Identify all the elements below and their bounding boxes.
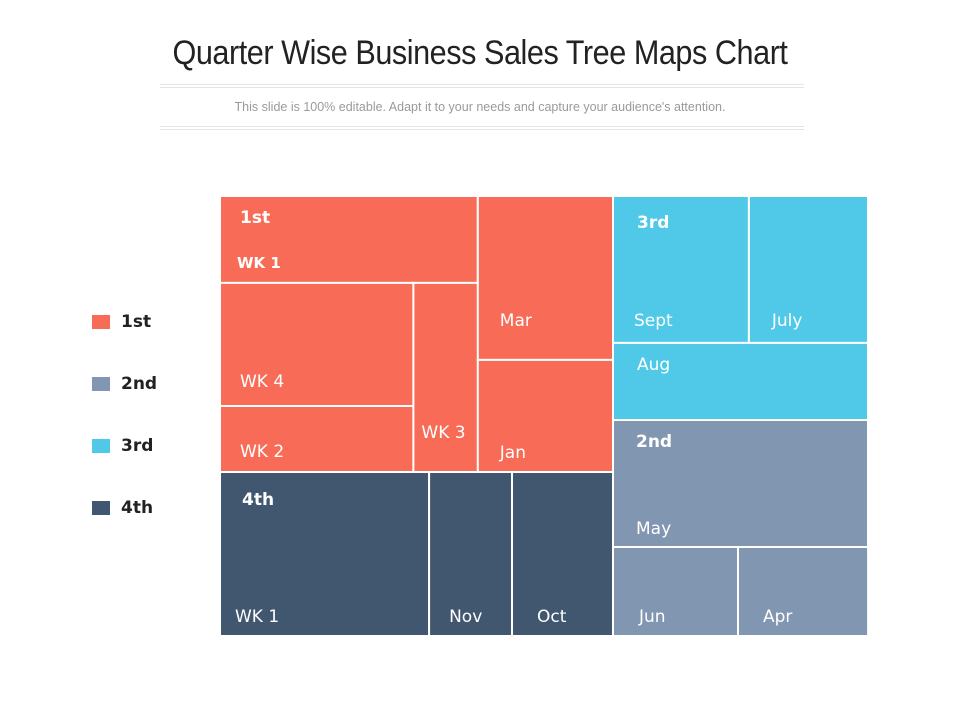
legend-swatch	[92, 377, 110, 391]
treemap-tile	[219, 281, 415, 407]
treemap-tile-label: Apr	[763, 607, 792, 627]
treemap-tile	[476, 195, 614, 361]
treemap-group-label: 2nd	[636, 432, 672, 452]
treemap-tile	[428, 471, 514, 637]
legend-label: 2nd	[121, 374, 158, 394]
subtitle-divider-inner	[160, 129, 804, 130]
legend-label: 1st	[121, 312, 152, 332]
treemap-tile-label: WK 3	[421, 423, 465, 443]
treemap-tile-label: Sept	[634, 311, 673, 331]
legend-label: 3rd	[121, 436, 154, 456]
treemap-tile-label: WK 1	[237, 254, 281, 272]
treemap-group-3rd: Sept 3rd July Aug	[612, 195, 870, 421]
treemap-tile	[219, 471, 431, 637]
title-divider-top-inner	[160, 87, 804, 88]
legend-swatch	[92, 439, 110, 453]
treemap-group-label: 1st	[240, 208, 270, 228]
treemap-tile-label: WK 1	[235, 607, 279, 627]
treemap-tile	[612, 195, 750, 344]
treemap-tile	[476, 358, 614, 473]
legend-swatch	[92, 315, 110, 329]
treemap-tile-label: Oct	[537, 607, 567, 627]
page-subtitle: This slide is 100% editable. Adapt it to…	[234, 100, 726, 114]
treemap-tile-label: Nov	[449, 607, 482, 627]
treemap-tile	[612, 546, 739, 637]
treemap-tile-label: Jun	[638, 607, 666, 627]
treemap-tile-label: WK 4	[240, 372, 284, 392]
treemap-tile-label: July	[771, 311, 803, 331]
page-title: Quarter Wise Business Sales Tree Maps Ch…	[172, 34, 788, 72]
treemap-tile-label: Jan	[499, 443, 526, 463]
treemap-group-1st: WK 1 1st WK 4 WK 2 WK 3 Mar Jan	[219, 195, 614, 473]
treemap-tile	[219, 405, 415, 473]
treemap-group-label: 4th	[242, 490, 274, 510]
treemap-tile	[737, 546, 870, 637]
title-divider-top	[160, 84, 804, 85]
treemap-tile	[412, 281, 479, 473]
treemap-tile-label: Aug	[637, 355, 670, 375]
legend-label: 4th	[121, 498, 154, 518]
treemap-tile-label: WK 2	[240, 442, 284, 462]
treemap-tile-label: Mar	[500, 311, 532, 331]
legend-swatch	[92, 501, 110, 515]
treemap-tile-label: May	[636, 519, 671, 539]
treemap-tile	[511, 471, 614, 637]
treemap-group-4th: WK 1 4th Nov Oct	[219, 471, 614, 637]
treemap-group-2nd: May 2nd Jun Apr	[612, 419, 870, 637]
treemap-group-label: 3rd	[637, 213, 669, 233]
subtitle-divider	[160, 126, 804, 127]
treemap-tile	[747, 195, 870, 344]
